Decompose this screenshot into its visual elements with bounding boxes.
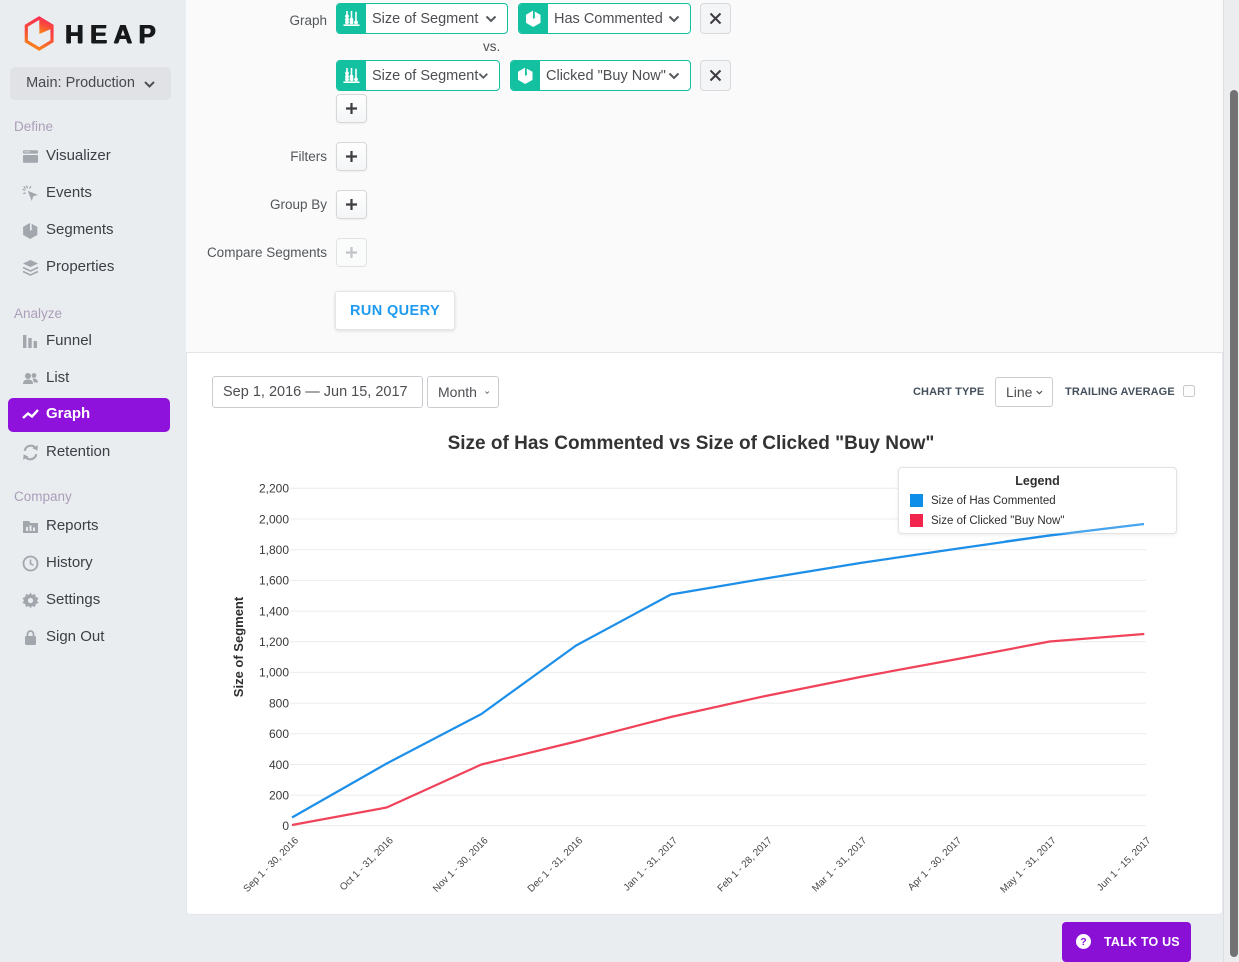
svg-text:1,600: 1,600 [259,574,289,588]
svg-text:Jan 1 - 31, 2017: Jan 1 - 31, 2017 [622,835,680,893]
svg-text:1,800: 1,800 [259,543,289,557]
svg-text:Jun 1 - 15, 2017: Jun 1 - 15, 2017 [1095,835,1153,893]
svg-text:Feb 1 - 28, 2017: Feb 1 - 28, 2017 [716,835,775,894]
svg-text:1,200: 1,200 [259,635,289,649]
svg-text:1,400: 1,400 [259,604,289,618]
svg-text:Oct 1 - 31, 2016: Oct 1 - 31, 2016 [338,835,396,893]
svg-text:Nov 1 - 30, 2016: Nov 1 - 30, 2016 [431,835,491,895]
svg-text:Apr 1 - 30, 2017: Apr 1 - 30, 2017 [906,835,964,893]
svg-text:Size of Segment: Size of Segment [231,596,246,697]
svg-text:?: ? [1080,936,1086,948]
svg-text:2,200: 2,200 [259,482,289,496]
svg-text:Sep 1 - 30, 2016: Sep 1 - 30, 2016 [242,835,302,895]
svg-text:Mar 1 - 31, 2017: Mar 1 - 31, 2017 [810,835,869,894]
svg-text:1,000: 1,000 [259,666,289,680]
svg-text:400: 400 [269,758,289,772]
svg-text:200: 200 [269,789,289,803]
svg-text:600: 600 [269,727,289,741]
svg-text:2,000: 2,000 [259,512,289,526]
svg-text:0: 0 [282,819,289,833]
svg-text:May 1 - 31, 2017: May 1 - 31, 2017 [998,835,1058,895]
svg-text:800: 800 [269,696,289,710]
svg-text:Dec 1 - 31, 2016: Dec 1 - 31, 2016 [526,835,586,895]
